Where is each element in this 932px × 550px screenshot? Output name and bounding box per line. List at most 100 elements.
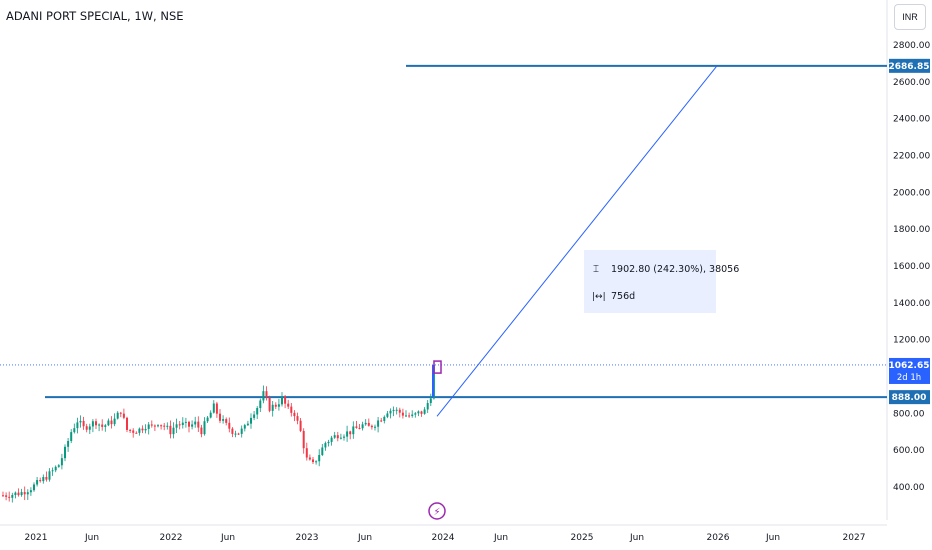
candle-body — [246, 423, 249, 426]
candle-body — [219, 413, 221, 421]
candle-body — [113, 418, 116, 425]
candle-body — [122, 413, 125, 418]
candle-body — [336, 435, 339, 439]
x-tick-label: Jun — [493, 533, 508, 543]
candle-body — [256, 408, 259, 415]
candle-body — [296, 416, 299, 421]
candle-body — [262, 391, 265, 401]
candle-body — [274, 404, 277, 407]
x-tick-label: 2026 — [707, 533, 730, 543]
x-tick-label: 2025 — [571, 533, 594, 543]
candle-body — [95, 421, 97, 426]
x-tick-label: Jun — [765, 533, 780, 543]
candle-body — [308, 457, 311, 460]
candle-body — [157, 425, 159, 427]
candle-body — [88, 426, 91, 430]
candle-body — [82, 420, 85, 427]
candle-body — [380, 420, 383, 422]
drawings-overlay: ⌶ 1902.80 (242.30%), 38056 |↔| 756d ⚡ — [428, 65, 739, 520]
candle-body — [98, 424, 101, 426]
candle-body — [429, 398, 432, 404]
candle-body — [321, 447, 324, 455]
candle-body — [346, 431, 349, 437]
measure-price-change: 1902.80 (242.30%), 38056 — [611, 264, 739, 275]
candle-body — [290, 406, 293, 413]
candle-body — [42, 477, 45, 482]
symbol-title: ADANI PORT SPECIAL, 1W, NSE — [6, 9, 184, 23]
candle-body — [222, 419, 225, 421]
measure-duration: 756d — [611, 291, 635, 302]
candle-body — [172, 427, 175, 435]
candle-body — [268, 397, 271, 411]
candle-body — [67, 440, 70, 447]
candle-body — [79, 420, 82, 423]
candle-body — [126, 417, 128, 430]
candle-body — [150, 424, 153, 426]
candle-body — [203, 421, 206, 435]
candle-body — [45, 477, 48, 480]
candle-body — [228, 422, 231, 429]
candle-body — [355, 426, 358, 428]
y-tick-label: 1600.00 — [893, 262, 930, 272]
countdown-label: 2d 1h — [897, 373, 921, 383]
candle-body — [212, 403, 215, 413]
candle-body — [293, 412, 296, 417]
candle-body — [132, 430, 135, 433]
candle-body — [281, 396, 283, 405]
candle-body — [70, 432, 73, 441]
x-tick-label: 2023 — [296, 533, 319, 543]
candle-body — [119, 412, 122, 414]
candle-body — [277, 404, 280, 407]
candle-body — [408, 415, 411, 417]
last-price-label: 1062.65 — [889, 361, 930, 371]
candle-body — [20, 492, 23, 496]
candle-body — [76, 422, 79, 429]
candle-body — [54, 466, 57, 471]
candle-body — [420, 411, 423, 414]
last-price-tag-bg — [889, 357, 930, 384]
candle-body — [14, 492, 17, 496]
measure-box — [584, 250, 716, 313]
x-tick-label: 2024 — [432, 533, 455, 543]
level-label-bg — [889, 390, 930, 405]
x-tick-label: 2021 — [25, 533, 48, 543]
currency-button[interactable]: INR — [894, 4, 926, 30]
candle-body — [231, 428, 234, 434]
date-range-icon: |↔| — [592, 292, 606, 302]
candle-body — [110, 420, 113, 425]
candle-body — [181, 422, 184, 426]
candle-body — [370, 425, 373, 428]
candle-body — [383, 416, 386, 421]
candle-body — [284, 396, 287, 404]
candle-body — [271, 404, 274, 411]
event-marker-icon — [428, 502, 446, 520]
candle-body — [107, 420, 110, 426]
x-tick-label: 2022 — [160, 533, 183, 543]
candle-body — [401, 412, 404, 416]
y-tick-label: 1200.00 — [893, 336, 930, 346]
candle-body — [352, 426, 355, 435]
candle-body — [147, 424, 150, 429]
candle-body — [364, 422, 367, 425]
candle-body — [206, 417, 209, 422]
candle-body — [312, 459, 314, 463]
candle-body — [240, 428, 243, 434]
candle-body — [191, 424, 194, 427]
y-tick-label: 2600.00 — [893, 78, 930, 88]
candle-body — [85, 426, 88, 430]
x-axis: 2021 Jun 2022 Jun 2023 Jun 2024 Jun 2025 Jun 2026 J… — [0, 524, 887, 543]
candle-body — [73, 428, 76, 433]
candle-body — [194, 421, 197, 425]
x-tick-label: Jun — [84, 533, 99, 543]
x-tick-label: Jun — [629, 533, 644, 543]
candle-body — [135, 432, 138, 434]
candle-body — [39, 480, 42, 482]
candle-body — [51, 470, 54, 472]
y-tick-label: 600.00 — [893, 446, 925, 456]
candle-body — [324, 443, 327, 448]
candle-body — [243, 425, 246, 429]
candle-body — [250, 417, 252, 424]
candle-body — [367, 422, 370, 426]
candle-body — [423, 409, 426, 414]
